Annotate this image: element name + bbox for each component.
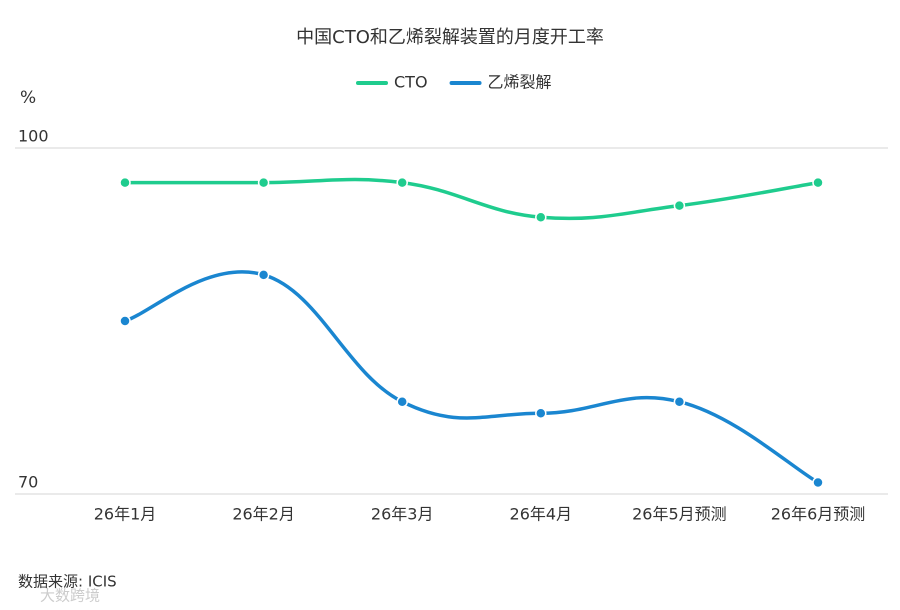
y-tick-label: 100 <box>18 127 49 146</box>
x-tick-label: 26年4月 <box>510 505 573 524</box>
data-point <box>119 315 131 327</box>
data-point <box>257 269 270 281</box>
data-point <box>257 176 270 189</box>
y-tick-label: 70 <box>18 473 38 492</box>
data-point <box>673 199 686 212</box>
data-point <box>396 176 408 189</box>
x-tick-label: 26年5月预测 <box>632 505 727 524</box>
legend-label: CTO <box>394 73 428 92</box>
chart-title: 中国CTO和乙烯裂解装置的月度开工率 <box>296 27 604 48</box>
data-point <box>535 211 547 223</box>
x-tick-label: 26年1月 <box>94 505 157 524</box>
data-point <box>812 176 824 189</box>
y-axis-label: % <box>20 88 36 108</box>
x-tick-label: 26年6月预测 <box>771 505 866 524</box>
data-point <box>119 176 131 189</box>
source: 数据来源: ICIS <box>18 573 117 591</box>
x-tick-label: 26年3月 <box>371 505 434 524</box>
legend-label: 乙烯裂解 <box>488 73 552 92</box>
x-tick-label: 26年2月 <box>232 505 295 524</box>
data-point <box>673 395 686 408</box>
data-point <box>396 395 408 408</box>
watermark: 大数跨境 <box>40 587 100 605</box>
data-point <box>535 407 547 420</box>
data-point <box>812 476 824 489</box>
series-line <box>124 270 819 484</box>
series-line <box>125 177 819 221</box>
